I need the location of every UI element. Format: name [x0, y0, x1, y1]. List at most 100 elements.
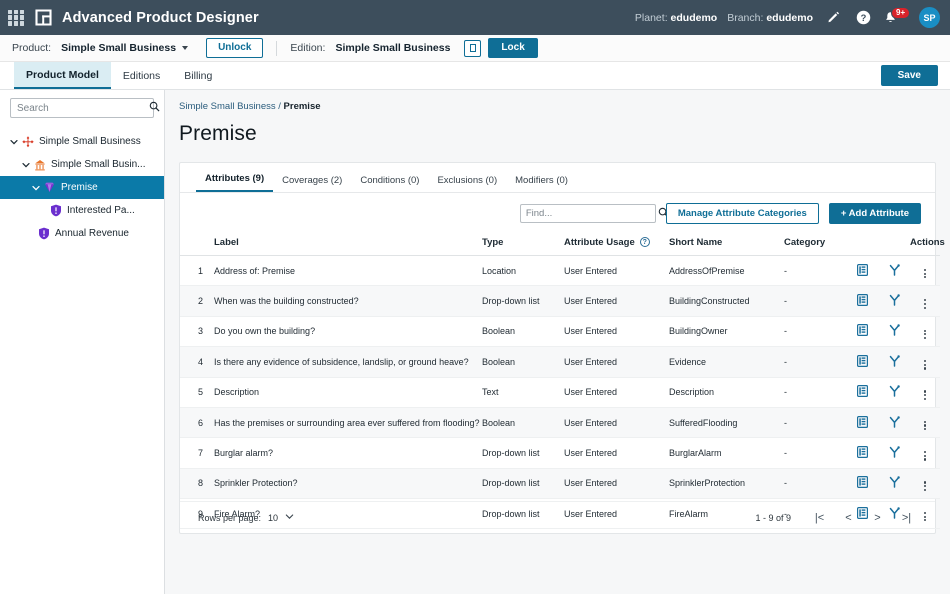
chevron-down-icon[interactable]	[20, 161, 32, 169]
tab-editions[interactable]: Editions	[122, 69, 161, 82]
page-first-icon[interactable]: |<	[814, 511, 825, 524]
row-label: Address of: Premise	[214, 255, 482, 287]
tree-node-simple-small-business[interactable]: Simple Small Business	[0, 130, 164, 153]
branch-logic-icon[interactable]	[878, 255, 910, 287]
page-last-icon[interactable]: >|	[901, 511, 912, 524]
table-view-icon[interactable]	[846, 255, 878, 287]
row-usage: User Entered	[564, 377, 669, 408]
pagination: 1 - 9 of 9 |< < > >|	[755, 512, 921, 524]
table-view-icon[interactable]	[846, 437, 878, 469]
table-view-icon[interactable]	[846, 468, 878, 500]
table-view-icon[interactable]	[846, 407, 878, 439]
chevron-down-icon[interactable]	[182, 46, 189, 50]
more-options-icon[interactable]	[910, 407, 940, 439]
chevron-down-icon[interactable]	[30, 184, 42, 192]
table-row[interactable]: 5 Description Text User Entered Descript…	[180, 377, 940, 408]
table-row[interactable]: 1 Address of: Premise Location User Ente…	[180, 255, 940, 287]
question-circle-icon[interactable]: ?	[853, 8, 873, 28]
table-view-icon[interactable]	[846, 377, 878, 408]
table-row[interactable]: 2 When was the building constructed? Dro…	[180, 285, 940, 317]
edition-card-icon[interactable]	[464, 39, 482, 57]
tab-product-model[interactable]: Product Model	[14, 62, 111, 89]
chevron-down-icon[interactable]	[285, 512, 294, 523]
attributes-card: Attributes (9) Coverages (2) Conditions …	[179, 162, 945, 534]
table-row[interactable]: 3 Do you own the building? Boolean User …	[180, 316, 940, 348]
tab-conditions[interactable]: Conditions (0)	[360, 175, 420, 186]
tab-modifiers[interactable]: Modifiers (0)	[515, 175, 568, 186]
help-circle-icon[interactable]: ?	[639, 237, 650, 248]
search-input[interactable]	[17, 102, 149, 114]
row-category: -	[784, 316, 846, 348]
tree-node-annual-revenue[interactable]: Annual Revenue	[0, 222, 164, 245]
row-short-name: Evidence	[669, 346, 784, 378]
table-row[interactable]: 8 Sprinkler Protection? Drop-down list U…	[180, 468, 940, 500]
tree-node-simple-small-busin[interactable]: Simple Small Busin...	[0, 153, 164, 176]
row-category: -	[784, 498, 846, 530]
coverage-group-icon	[32, 159, 47, 171]
tab-billing[interactable]: Billing	[184, 69, 213, 82]
avatar[interactable]: SP	[919, 7, 940, 28]
chevron-down-icon[interactable]	[8, 138, 20, 146]
branch-logic-icon[interactable]	[878, 407, 910, 439]
unlock-button[interactable]: Unlock	[206, 37, 264, 59]
col-short-name: Short Name	[669, 232, 784, 256]
table-view-icon[interactable]	[846, 285, 878, 317]
sidebar-search[interactable]	[10, 98, 160, 118]
table-view-icon[interactable]	[846, 316, 878, 348]
branch-logic-icon[interactable]	[878, 437, 910, 469]
pencil-icon[interactable]	[823, 8, 843, 28]
more-options-icon[interactable]	[910, 437, 940, 469]
page-next-icon[interactable]: >	[874, 511, 881, 524]
risk-gem-icon	[42, 181, 57, 194]
row-type: Drop-down list	[482, 498, 564, 530]
tab-exclusions[interactable]: Exclusions (0)	[437, 175, 498, 186]
tree-node-label: Annual Revenue	[55, 228, 129, 239]
find-input[interactable]	[525, 208, 658, 219]
tab-coverages[interactable]: Coverages (2)	[282, 175, 343, 186]
row-index: 3	[180, 316, 214, 348]
more-options-icon[interactable]	[910, 377, 940, 408]
breadcrumb-parent[interactable]: Simple Small Business	[179, 101, 276, 112]
lock-button[interactable]: Lock	[488, 37, 538, 59]
add-attribute-button[interactable]: + Add Attribute	[828, 203, 921, 224]
table-row[interactable]: 7 Burglar alarm? Drop-down list User Ent…	[180, 437, 940, 469]
row-index: 5	[180, 377, 214, 408]
row-label: Do you own the building?	[214, 316, 482, 348]
row-type: Location	[482, 255, 564, 287]
app-logo-icon[interactable]	[34, 8, 53, 27]
table-row[interactable]: 4 Is there any evidence of subsidence, l…	[180, 346, 940, 378]
table-view-icon[interactable]	[846, 346, 878, 378]
search-icon[interactable]	[149, 99, 160, 117]
more-options-icon[interactable]	[910, 285, 940, 317]
planet-label: Planet:	[634, 11, 668, 24]
more-options-icon[interactable]	[910, 255, 940, 287]
row-short-name: BurglarAlarm	[669, 437, 784, 469]
branch-logic-icon[interactable]	[878, 377, 910, 408]
branch-logic-icon[interactable]	[878, 468, 910, 500]
notification-bell-icon[interactable]: 9+	[883, 6, 911, 28]
more-options-icon[interactable]	[910, 498, 940, 530]
branch-logic-icon[interactable]	[878, 285, 910, 317]
waffle-grid-icon[interactable]	[8, 9, 24, 26]
more-options-icon[interactable]	[910, 346, 940, 378]
more-options-icon[interactable]	[910, 316, 940, 348]
branch-logic-icon[interactable]	[878, 498, 910, 530]
page-prev-icon[interactable]: <	[845, 511, 852, 524]
rows-per-page-value: 10	[268, 512, 279, 523]
find-field[interactable]	[519, 204, 669, 223]
tab-attributes[interactable]: Attributes (9)	[196, 173, 274, 192]
rows-per-page[interactable]: Rows per page: 10	[198, 512, 294, 523]
more-options-icon[interactable]	[910, 468, 940, 500]
row-index: 6	[180, 407, 214, 439]
save-button[interactable]: Save	[880, 65, 938, 86]
table-row[interactable]: 6 Has the premises or surrounding area e…	[180, 407, 940, 439]
table-view-icon[interactable]	[846, 498, 878, 530]
table-row[interactable]: 9 Fire Alarm? Drop-down list User Entere…	[180, 498, 940, 530]
branch-logic-icon[interactable]	[878, 346, 910, 378]
tree-node-interested-pa[interactable]: Interested Pa...	[0, 199, 164, 222]
col-actions: Actions	[910, 232, 945, 256]
tree-node-premise[interactable]: Premise	[0, 176, 164, 199]
planet-info: Planet: edudemo	[635, 12, 717, 24]
branch-logic-icon[interactable]	[878, 316, 910, 348]
manage-attribute-categories-button[interactable]: Manage Attribute Categories	[665, 203, 819, 224]
